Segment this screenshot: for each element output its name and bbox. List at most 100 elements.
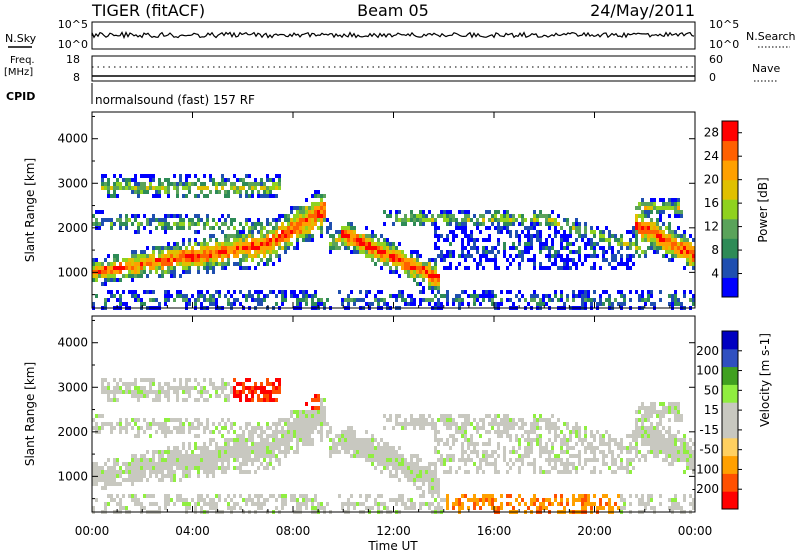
- power-cell: [671, 298, 674, 302]
- velocity-cell: [590, 434, 593, 438]
- power-cell: [632, 226, 635, 230]
- velocity-cell: [272, 434, 275, 438]
- power-cell: [119, 218, 122, 222]
- velocity-cell: [464, 462, 467, 466]
- velocity-cell: [392, 446, 395, 450]
- power-cell: [299, 302, 302, 306]
- power-cell: [173, 222, 176, 226]
- power-cell: [176, 290, 179, 294]
- velocity-cell: [167, 454, 170, 458]
- power-cell: [131, 250, 134, 254]
- velocity-cell: [194, 466, 197, 470]
- velocity-cell: [461, 442, 464, 446]
- velocity-cell: [641, 494, 644, 498]
- velocity-cell: [263, 386, 266, 390]
- velocity-cell: [674, 442, 677, 446]
- velocity-cell: [524, 422, 527, 426]
- power-cell: [215, 246, 218, 250]
- velocity-cell: [467, 438, 470, 442]
- power-cell: [194, 258, 197, 262]
- velocity-cell: [503, 458, 506, 462]
- velocity-cell: [671, 438, 674, 442]
- velocity-cell: [512, 446, 515, 450]
- velocity-cell: [407, 470, 410, 474]
- power-cell: [317, 218, 320, 222]
- power-cell: [152, 298, 155, 302]
- velocity-cell: [245, 394, 248, 398]
- velocity-cell: [488, 502, 491, 506]
- power-cell: [356, 242, 359, 246]
- power-cell: [581, 234, 584, 238]
- power-cell: [623, 242, 626, 246]
- power-cell: [194, 238, 197, 242]
- velocity-cell: [248, 438, 251, 442]
- velocity-cell: [344, 438, 347, 442]
- velocity-cell: [629, 434, 632, 438]
- velocity-cell: [653, 402, 656, 406]
- velocity-cell: [437, 450, 440, 454]
- power-cell: [206, 290, 209, 294]
- power-cell: [650, 294, 653, 298]
- power-cell: [95, 258, 98, 262]
- velocity-cell: [161, 386, 164, 390]
- power-cell: [434, 222, 437, 226]
- velocity-cell: [692, 498, 695, 502]
- velocity-cell: [182, 442, 185, 446]
- power-cell: [197, 194, 200, 198]
- power-cell: [380, 266, 383, 270]
- velocity-cell: [518, 466, 521, 470]
- velocity-cell: [584, 446, 587, 450]
- power-cell: [662, 222, 665, 226]
- power-cell: [317, 298, 320, 302]
- power-cell: [524, 234, 527, 238]
- velocity-cell: [677, 430, 680, 434]
- power-cell: [224, 182, 227, 186]
- velocity-cell: [260, 434, 263, 438]
- power-cell: [209, 254, 212, 258]
- power-cell: [692, 294, 695, 298]
- power-cell: [365, 254, 368, 258]
- velocity-cell: [194, 418, 197, 422]
- velocity-cell: [188, 466, 191, 470]
- velocity-cell: [578, 454, 581, 458]
- power-cell: [476, 262, 479, 266]
- velocity-cell: [563, 442, 566, 446]
- power-cell: [566, 246, 569, 250]
- velocity-cell: [485, 430, 488, 434]
- velocity-cell: [254, 442, 257, 446]
- velocity-cell: [305, 502, 308, 506]
- power-cell: [146, 258, 149, 262]
- power-cell: [95, 266, 98, 270]
- velocity-cell: [182, 386, 185, 390]
- velocity-cell: [389, 414, 392, 418]
- velocity-cell: [653, 454, 656, 458]
- velocity-cell: [266, 450, 269, 454]
- power-cell: [653, 202, 656, 206]
- velocity-cell: [659, 430, 662, 434]
- velocity-cell: [260, 438, 263, 442]
- velocity-cell: [113, 394, 116, 398]
- power-cell: [182, 294, 185, 298]
- power-cell: [653, 206, 656, 210]
- power-cell: [203, 258, 206, 262]
- velocity-cell: [215, 502, 218, 506]
- velocity-cell: [257, 386, 260, 390]
- velocity-cell: [188, 446, 191, 450]
- velocity-cell: [650, 406, 653, 410]
- velocity-cell: [266, 398, 269, 402]
- velocity-cell: [197, 398, 200, 402]
- freq-panel-frame: [91, 55, 696, 82]
- velocity-cell: [131, 474, 134, 478]
- velocity-cell: [560, 502, 563, 506]
- velocity-cell: [239, 470, 242, 474]
- velocity-cell: [227, 450, 230, 454]
- velocity-cell: [248, 386, 251, 390]
- power-cell: [542, 246, 545, 250]
- power-cell: [377, 302, 380, 306]
- power-cell: [278, 242, 281, 246]
- power-cell: [368, 290, 371, 294]
- power-cell: [191, 250, 194, 254]
- power-cell: [98, 222, 101, 226]
- velocity-cell: [401, 462, 404, 466]
- power-cell: [206, 262, 209, 266]
